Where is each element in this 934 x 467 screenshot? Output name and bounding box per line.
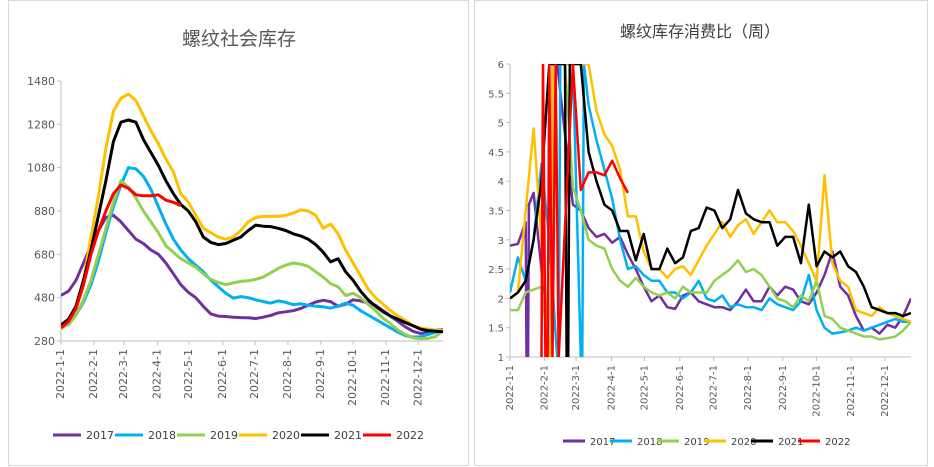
y-tick-label: 3.5	[488, 207, 504, 218]
series-line-2021	[61, 118, 443, 334]
x-tick-label: 2022-4-1	[606, 365, 617, 410]
y-tick-label: 280	[34, 335, 55, 348]
y-tick-label: 1280	[27, 118, 55, 131]
y-tick-label: 480	[34, 292, 55, 305]
legend-label-2020: 2020	[272, 429, 300, 442]
x-tick-label: 2022-11-1	[379, 349, 392, 406]
y-tick-label: 1080	[27, 162, 55, 175]
legend-label-2019: 2019	[684, 437, 709, 448]
plot-area	[510, 64, 911, 357]
y-tick-label: 6	[498, 60, 504, 71]
x-tick-label: 2022-9-1	[778, 365, 789, 410]
x-tick-label: 2022-8-1	[281, 349, 294, 399]
x-tick-label: 2022-1-1	[54, 349, 67, 399]
legend-label-2021: 2021	[778, 437, 803, 448]
y-tick-label: 4.5	[488, 148, 504, 159]
series-line-2020	[61, 92, 443, 333]
x-tick-label: 2022-8-1	[743, 365, 754, 410]
social-inventory-chart: 螺纹社会库存 280 480 680 880 1080 1280 1480 2022-1-1 20…	[27, 28, 443, 442]
x-tick-label: 2022-3-1	[571, 365, 582, 410]
legend-label-2017: 2017	[590, 437, 615, 448]
x-tick-label: 2022-6-1	[675, 365, 686, 410]
legend-label-2022: 2022	[396, 429, 424, 442]
x-tick-label: 2022-11-1	[846, 365, 857, 417]
x-tick-label: 2022-2-1	[87, 349, 100, 399]
y-tick-label: 2.5	[488, 265, 504, 276]
series-line-2022	[540, 64, 630, 357]
chart-panel-inventory-consumption-ratio: 螺纹库存消费比（周） 1 1.5 2 2.5 3 3.5 4 4.5 5 5.5 6 2022-1-1 2…	[474, 0, 928, 466]
x-tick-label: 2022-9-1	[314, 349, 327, 399]
series-line-2021	[510, 64, 911, 357]
y-tick-label: 1	[498, 353, 504, 364]
y-tick-label: 5.5	[488, 89, 504, 100]
series-line-2020	[510, 64, 911, 357]
x-tick-label: 2022-6-1	[216, 349, 229, 399]
plot-area	[61, 92, 443, 341]
y-tick-label: 3	[498, 236, 504, 247]
chart-title: 螺纹社会库存	[182, 28, 296, 50]
y-tick-label: 2	[498, 294, 504, 305]
legend-label-2019: 2019	[210, 429, 238, 442]
y-tick-label: 680	[34, 248, 55, 261]
inventory-consumption-ratio-chart: 螺纹库存消费比（周） 1 1.5 2 2.5 3 3.5 4 4.5 5 5.5 6 2022-1-1 2…	[488, 22, 911, 448]
legend-label-2021: 2021	[334, 429, 362, 442]
x-tick-label: 2022-10-1	[346, 349, 359, 406]
x-tick-label: 2022-12-1	[411, 349, 424, 406]
legend-label-2022: 2022	[825, 437, 850, 448]
series-line-2017	[61, 213, 443, 335]
series-line-2018	[61, 166, 443, 339]
y-tick-label: 5	[498, 119, 504, 130]
series-line-2018	[510, 64, 911, 357]
x-tick-label: 2022-12-1	[880, 365, 891, 417]
series-line-2022	[61, 183, 182, 330]
chart-title: 螺纹库存消费比（周）	[620, 22, 780, 41]
series-line-2019	[61, 179, 443, 341]
chart-panel-social-inventory: 螺纹社会库存 280 480 680 880 1080 1280 1480 2022-1-1 20…	[8, 0, 469, 466]
x-tick-label: 2022-1-1	[505, 365, 516, 410]
y-tick-label: 4	[498, 177, 504, 188]
x-tick-label: 2022-2-1	[540, 365, 551, 410]
x-tick-label: 2022-5-1	[639, 365, 650, 410]
x-tick-label: 2022-10-1	[812, 365, 823, 417]
y-tick-label: 880	[34, 205, 55, 218]
x-tick-label: 2022-7-1	[709, 365, 720, 410]
x-tick-label: 2022-3-1	[117, 349, 130, 399]
x-tick-label: 2022-5-1	[182, 349, 195, 399]
y-tick-label: 1480	[27, 75, 55, 88]
legend-label-2017: 2017	[86, 429, 114, 442]
legend-label-2020: 2020	[731, 437, 756, 448]
legend-label-2018: 2018	[148, 429, 176, 442]
series-line-2019	[510, 64, 911, 357]
x-tick-label: 2022-4-1	[151, 349, 164, 399]
x-tick-label: 2022-7-1	[248, 349, 261, 399]
legend-label-2018: 2018	[637, 437, 662, 448]
y-tick-label: 1.5	[488, 324, 504, 335]
